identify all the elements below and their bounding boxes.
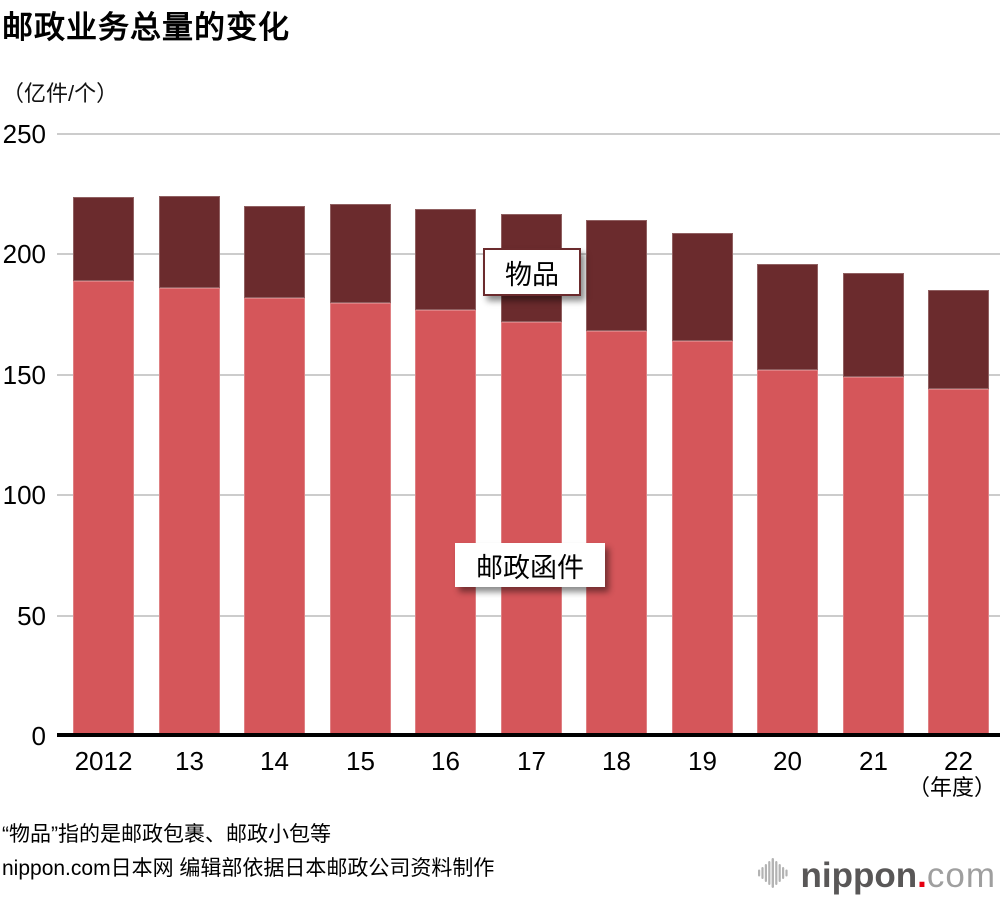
bar-segment-goods-16 [415,209,476,310]
bar-segment-mail-16 [415,310,476,736]
y-tick-label-0: 0 [31,721,46,751]
y-tick-label-100: 100 [2,480,46,511]
x-tick-label-17: 17 [517,746,546,776]
chart-title: 邮政业务总量的变化 [2,10,290,45]
bar-segment-goods-18 [586,220,647,331]
bar-segment-goods-15 [330,204,391,303]
y-tick-label-250: 250 [2,119,46,149]
x-axis-line [57,733,1000,737]
gridline-250 [57,133,1000,135]
bar-segment-mail-20 [757,370,818,736]
y-tick-label-150: 150 [2,359,46,390]
bar-segment-goods-2012 [73,197,134,281]
bar-segment-goods-13 [159,196,220,288]
nippon-com-logo: nippon . com [757,856,996,895]
soundwave-bars-icon [757,858,788,888]
bar-segment-mail-2012 [73,281,134,736]
x-tick-label-14: 14 [260,746,289,776]
bar-segment-goods-22 [928,290,989,389]
x-tick-label-19: 19 [688,746,717,776]
bar-segment-mail-22 [928,389,989,736]
bar-segment-goods-20 [757,264,818,370]
footnotes: “物品”指的是邮政包裹、邮政小包等 nippon.com日本网 编辑部依据日本邮… [2,818,494,886]
x-tick-label-2012: 2012 [74,746,133,776]
y-axis-unit-label: （亿件/个） [2,81,119,106]
x-tick-label-18: 18 [602,746,631,776]
bar-segment-mail-19 [672,341,733,736]
x-axis-unit-label: （年度） [907,775,996,800]
x-tick-label-20: 20 [773,746,802,776]
bar-segment-mail-21 [843,377,904,736]
series-label-goods-text: 物品 [505,259,559,290]
x-tick-label-21: 21 [859,746,888,776]
bar-segment-mail-17 [501,322,562,736]
footnote-source-credit: nippon.com日本网 编辑部依据日本邮政公司资料制作 [2,857,495,880]
y-tick-label-50: 50 [17,600,46,631]
logo-text-com: com [926,856,996,895]
x-tick-label-22: 22 [944,746,973,776]
x-tick-label-16: 16 [431,746,460,776]
series-label-mail: 邮政函件 [455,543,605,587]
logo-text-nippon: nippon [800,856,918,895]
series-label-goods: 物品 [483,248,581,296]
bar-segment-goods-14 [244,206,305,298]
footnote-goods-definition: “物品”指的是邮政包裹、邮政小包等 [2,823,331,846]
bar-segment-goods-21 [843,273,904,377]
series-label-mail-text: 邮政函件 [476,552,584,583]
bar-segment-mail-14 [244,298,305,736]
logo-red-dot: . [917,856,927,895]
bar-segment-mail-15 [330,303,391,736]
bar-segment-goods-19 [672,233,733,341]
y-tick-label-200: 200 [2,239,46,270]
bar-segment-mail-13 [159,288,220,736]
x-tick-label-13: 13 [175,746,204,776]
x-tick-label-15: 15 [346,746,375,776]
bar-segment-mail-18 [586,331,647,736]
